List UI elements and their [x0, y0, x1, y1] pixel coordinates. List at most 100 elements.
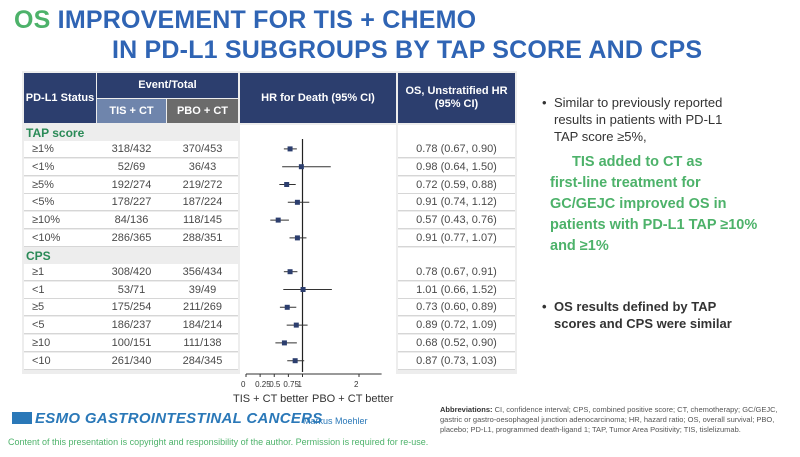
row-subgroup: ≥1%: [32, 143, 54, 155]
bullet-similar-results: Similar to previously reported results i…: [540, 94, 740, 145]
row-os-hr: 0.72 (0.59, 0.88): [398, 176, 515, 194]
row-subgroup: <5: [32, 319, 45, 332]
x-tick-label: 0.25: [255, 380, 271, 389]
row-pbo-events: 118/145: [183, 214, 222, 227]
x-tick-label: 2: [354, 380, 359, 389]
forest-plot-area: [240, 125, 396, 380]
table-row: ≥1% 318/432 370/453: [24, 141, 238, 158]
table-row: ≥5 175/254 211/269: [24, 299, 238, 317]
row-subgroup: <10%: [32, 232, 61, 244]
row-pbo-events: 111/138: [183, 337, 222, 349]
header-event-total: Event/Total: [97, 73, 238, 98]
row-tis-events: 318/432: [111, 143, 152, 155]
header-tis-ct: TIS + CT: [97, 99, 166, 123]
row-pbo-events: 36/43: [188, 160, 217, 173]
row-os-hr: 0.68 (0.52, 0.90): [398, 335, 515, 352]
forest-plot-svg: [245, 139, 382, 377]
copyright-notice: Content of this presentation is copyrigh…: [8, 437, 429, 447]
table-row: <5% 178/227 187/224: [24, 194, 238, 212]
row-pbo-events: 184/214: [182, 319, 223, 332]
table-row: ≥10 100/151 111/138: [24, 335, 238, 352]
row-os-hr: 0.73 (0.60, 0.89): [398, 299, 515, 317]
esmo-logo-bar-icon: [12, 412, 32, 424]
label-tis-better: TIS + CT better: [233, 393, 309, 405]
title-os-word: OS: [14, 6, 51, 34]
row-pbo-events: 370/453: [182, 143, 223, 155]
row-subgroup: ≥5%: [32, 178, 54, 191]
abbreviations-footnote: Abbreviations: CI, confidence interval; …: [440, 405, 788, 435]
hr-point: [284, 304, 290, 310]
table-row: ≥5% 192/274 219/272: [24, 176, 238, 194]
bullet-tis-line1: TIS added to CT as: [572, 154, 703, 170]
row-subgroup: ≥1: [32, 265, 45, 278]
x-tick-label: 1: [297, 380, 302, 389]
header-pbo-ct: PBO + CT: [167, 99, 238, 123]
row-os-hr: 0.78 (0.67, 0.91): [398, 263, 515, 281]
table-row: ≥1 308/420 356/434: [24, 263, 238, 281]
group-label: CPS: [26, 248, 51, 263]
abbreviations-text: CI, confidence interval; CPS, combined p…: [440, 405, 778, 434]
os-group-spacer: [398, 247, 515, 264]
row-pbo-events: 39/49: [188, 283, 217, 296]
row-tis-events: 175/254: [111, 301, 152, 314]
header-pdl1-status: PD-L1 Status: [24, 73, 96, 123]
hr-point: [284, 182, 290, 187]
row-os-hr: 0.91 (0.74, 1.12): [398, 194, 515, 212]
row-tis-events: 308/420: [111, 265, 152, 278]
header-hr-death: HR for Death (95% CI): [240, 73, 396, 123]
row-pbo-events: 219/272: [182, 178, 223, 191]
row-tis-events: 192/274: [111, 178, 152, 191]
row-pbo-events: 356/434: [182, 265, 223, 278]
row-tis-events: 84/136: [114, 214, 149, 227]
row-tis-events: 52/69: [117, 160, 146, 173]
bullet-tis-improved-os: TIS added to CT as first-line treatment …: [550, 152, 765, 257]
row-subgroup: <10: [32, 354, 51, 367]
slide-title-line1: OS IMPROVEMENT FOR TIS + CHEMO: [14, 6, 476, 34]
row-subgroup: <5%: [32, 196, 55, 209]
row-subgroup: ≥10: [32, 337, 51, 349]
table-row: <1% 52/69 36/43: [24, 158, 238, 176]
row-os-hr: 0.89 (0.72, 1.09): [398, 317, 515, 335]
row-tis-events: 53/71: [117, 283, 146, 296]
table-row: <5 186/237 184/214: [24, 317, 238, 335]
slide-title-line2: IN PD-L1 SUBGROUPS BY TAP SCORE AND CPS: [112, 36, 703, 64]
row-os-hr: 0.78 (0.67, 0.90): [398, 141, 515, 158]
group-label: TAP score: [26, 126, 85, 140]
x-tick-label: 0.5: [269, 380, 281, 389]
os-group-spacer: [398, 125, 515, 141]
hr-point: [275, 217, 281, 223]
table-row: ≥10% 84/136 118/145: [24, 212, 238, 230]
bullet-tis-rest: first-line treatment for GC/GEJC improve…: [550, 175, 758, 254]
hr-point: [294, 235, 300, 241]
row-pbo-events: 187/224: [182, 196, 223, 209]
row-pbo-events: 211/269: [183, 301, 222, 314]
row-subgroup: ≥5: [32, 301, 45, 314]
header-os-hr: OS, Unstratified HR (95% CI): [398, 73, 515, 123]
bullet-os-results-similar: OS results defined by TAP scores and CPS…: [540, 298, 750, 332]
row-os-hr: 0.87 (0.73, 1.03): [398, 352, 515, 370]
row-subgroup: <1%: [32, 160, 55, 173]
row-subgroup: ≥10%: [32, 214, 61, 227]
label-pbo-better: PBO + CT better: [312, 393, 394, 405]
row-tis-events: 178/227: [111, 196, 152, 209]
row-os-hr: 0.57 (0.43, 0.76): [398, 212, 515, 230]
hr-point: [298, 164, 304, 170]
row-subgroup: <1: [32, 283, 45, 296]
x-tick-label: 0.75: [283, 380, 299, 389]
table-row: <10 261/340 284/345: [24, 352, 238, 370]
table-row: <10% 286/365 288/351: [24, 230, 238, 247]
hr-point: [292, 358, 298, 364]
row-os-hr: 0.91 (0.77, 1.07): [398, 230, 515, 247]
row-tis-events: 261/340: [111, 354, 152, 367]
row-tis-events: 100/151: [111, 337, 152, 349]
x-tick-label: 0: [241, 380, 246, 389]
row-tis-events: 286/365: [111, 232, 152, 244]
row-pbo-events: 288/351: [182, 232, 223, 244]
row-os-hr: 1.01 (0.66, 1.52): [398, 281, 515, 299]
hr-point: [287, 146, 293, 152]
row-os-hr: 0.98 (0.64, 1.50): [398, 158, 515, 176]
hr-point: [293, 322, 299, 328]
title-rest: IMPROVEMENT FOR TIS + CHEMO: [50, 6, 477, 34]
row-tis-events: 186/237: [111, 319, 152, 332]
esmo-logo: ESMO GASTROINTESTINAL CANCERS: [12, 410, 323, 427]
